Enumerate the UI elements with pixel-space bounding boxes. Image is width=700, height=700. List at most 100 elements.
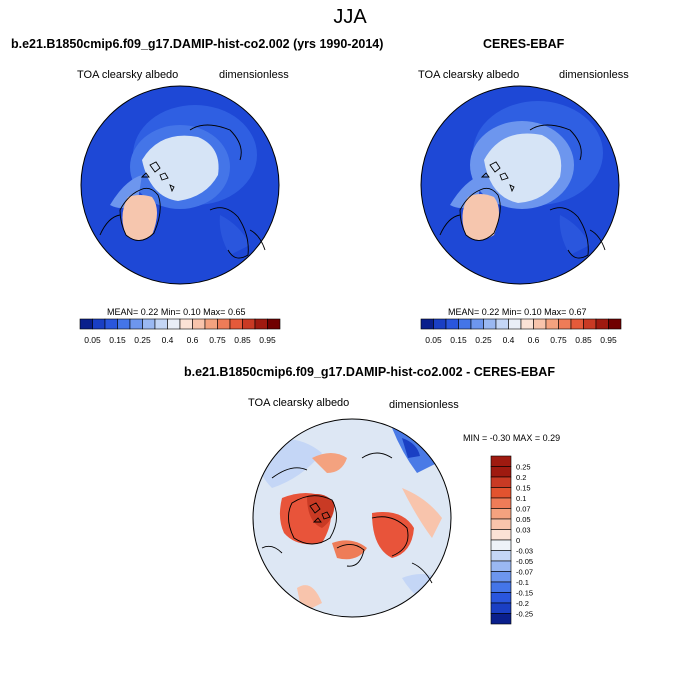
colorbar-cell xyxy=(192,318,206,330)
colorbar-cell xyxy=(490,550,512,562)
colorbar-tick-label: 0.6 xyxy=(187,335,199,345)
colorbar-tick-label: 0.85 xyxy=(234,335,251,345)
colorbar-cell xyxy=(490,487,512,499)
model-polar-map xyxy=(80,85,280,285)
colorbar-cell xyxy=(217,318,231,330)
colorbar-tick-label: -0.25 xyxy=(516,610,533,619)
min-value: 0.10 xyxy=(183,307,201,317)
pos-anomaly-region xyxy=(402,488,442,538)
colorbar-tick-label: 0.03 xyxy=(516,526,531,535)
coastlines xyxy=(80,85,280,285)
greenland-region xyxy=(462,194,499,240)
colorbar-tick-label: -0.15 xyxy=(516,589,533,598)
diff-variable-label: TOA clearsky albedo xyxy=(248,397,350,409)
colorbar-cell xyxy=(104,318,118,330)
colorbar-cell xyxy=(179,318,193,330)
colorbar-cell xyxy=(204,318,218,330)
colorbar-cell xyxy=(490,539,512,551)
colorbar-cell xyxy=(490,581,512,593)
obs-polar-map xyxy=(420,85,620,285)
colorbar-tick-label: 0.05 xyxy=(84,335,101,345)
mean-value: 0.22 xyxy=(140,307,159,317)
colorbar-cell xyxy=(490,497,512,509)
colorbar-cell xyxy=(490,508,512,520)
colorbar-cell xyxy=(470,318,484,330)
colorbar-cell xyxy=(92,318,106,330)
colorbar-cell xyxy=(545,318,559,330)
colorbar-cell xyxy=(608,318,622,330)
greenland-region xyxy=(122,195,157,240)
strong-neg-region xyxy=(402,438,420,458)
sea-ice-region xyxy=(484,133,562,203)
min-label: MIN = xyxy=(463,433,488,443)
colorbar-tick-label: -0.1 xyxy=(516,578,529,587)
colorbar-cell xyxy=(117,318,131,330)
colorbar-tick-label: 0.05 xyxy=(516,515,531,524)
colorbar-cell xyxy=(229,318,243,330)
diff-polar-map xyxy=(252,418,452,618)
diff-stats: MIN = -0.30 MAX = 0.29 xyxy=(463,433,560,443)
colorbar-tick-label: 0.15 xyxy=(516,484,531,493)
colorbar-tick-label: 0.07 xyxy=(516,505,531,514)
min-label: Min= xyxy=(160,307,181,317)
colorbar-cell xyxy=(583,318,597,330)
colorbar-cell xyxy=(242,318,256,330)
obs-colorbar: 0.05 0.15 0.25 0.4 0.6 0.75 0.85 0.95 xyxy=(420,318,622,345)
colorbar-tick-label: 0.95 xyxy=(259,335,276,345)
obs-variable-label: TOA clearsky albedo xyxy=(418,69,520,81)
colorbar-cell xyxy=(495,318,509,330)
colorbar-cell xyxy=(154,318,168,330)
colorbar-tick-label: 0.6 xyxy=(528,335,540,345)
colorbar-tick-label: -0.03 xyxy=(516,547,533,556)
colorbar-tick-label: 0.4 xyxy=(503,335,515,345)
colorbar-cell xyxy=(490,613,512,625)
colorbar-cell xyxy=(490,571,512,583)
colorbar-tick-label: 0.25 xyxy=(134,335,151,345)
colorbar-cell xyxy=(483,318,497,330)
colorbar-cell xyxy=(490,592,512,604)
colorbar-cell xyxy=(508,318,522,330)
colorbar-cell xyxy=(520,318,534,330)
model-stats: MEAN= 0.22 Min= 0.10 Max= 0.65 xyxy=(107,307,245,317)
colorbar-cell xyxy=(129,318,143,330)
colorbar-cell xyxy=(142,318,156,330)
colorbar-tick-label: 0.15 xyxy=(450,335,467,345)
model-colorbar: 0.05 0.15 0.25 0.4 0.6 0.75 0.85 0.95 xyxy=(79,318,281,345)
colorbar-tick-label: -0.2 xyxy=(516,599,529,608)
diff-colorbar: 0.250.2 0.150.1 0.070.05 0.030 -0.03-0.05 -0.… xyxy=(490,455,533,625)
model-panel-title: b.e21.B1850cmip6.f09_g17.DAMIP-hist-co2.… xyxy=(11,37,384,51)
scandinavia-field xyxy=(559,215,590,255)
colorbar-cell xyxy=(420,318,434,330)
colorbar-tick-label: 0.2 xyxy=(516,473,526,482)
max-label: Max= xyxy=(544,307,567,317)
colorbar-tick-label: 0.1 xyxy=(516,494,526,503)
colorbar-cell xyxy=(267,318,281,330)
colorbar-cell xyxy=(490,518,512,530)
obs-stats: MEAN= 0.22 Min= 0.10 Max= 0.67 xyxy=(448,307,586,317)
max-label: MAX = xyxy=(512,433,541,443)
colorbar-cell xyxy=(445,318,459,330)
max-value: 0.65 xyxy=(227,307,246,317)
colorbar-cell xyxy=(490,602,512,614)
colorbar-cell xyxy=(433,318,447,330)
mean-label: MEAN= xyxy=(107,307,139,317)
mean-value: 0.22 xyxy=(481,307,500,317)
colorbar-tick-label: -0.05 xyxy=(516,557,533,566)
min-value: 0.10 xyxy=(524,307,542,317)
colorbar-tick-label: 0 xyxy=(516,536,520,545)
pos-anomaly-region xyxy=(312,453,347,473)
colorbar-cell xyxy=(458,318,472,330)
colorbar-cell xyxy=(595,318,609,330)
mean-label: MEAN= xyxy=(448,307,480,317)
season-title: JJA xyxy=(333,6,367,28)
colorbar-cell xyxy=(490,529,512,541)
colorbar-cell xyxy=(254,318,268,330)
colorbar-tick-label: 0.25 xyxy=(475,335,492,345)
colorbar-cell xyxy=(570,318,584,330)
colorbar-tick-label: 0.25 xyxy=(516,463,531,472)
colorbar-tick-label: -0.07 xyxy=(516,568,533,577)
min-label: Min= xyxy=(501,307,522,317)
diff-units-label: dimensionless xyxy=(389,399,459,411)
model-units-label: dimensionless xyxy=(219,69,289,81)
coastlines xyxy=(420,85,620,285)
